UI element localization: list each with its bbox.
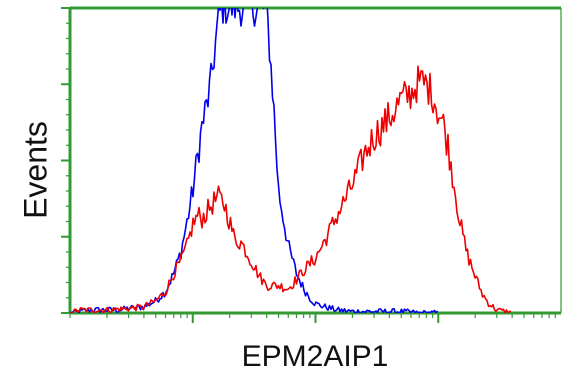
y-axis-label: Events [17,121,53,219]
series-2-line [70,65,512,313]
x-axis-label: EPM2AIP1 [242,340,389,373]
series-1-line [70,8,439,313]
tick-layer [61,7,556,323]
series-layer [70,8,512,313]
